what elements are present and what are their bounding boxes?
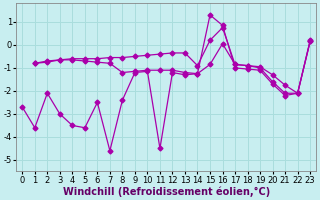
X-axis label: Windchill (Refroidissement éolien,°C): Windchill (Refroidissement éolien,°C) (63, 186, 270, 197)
